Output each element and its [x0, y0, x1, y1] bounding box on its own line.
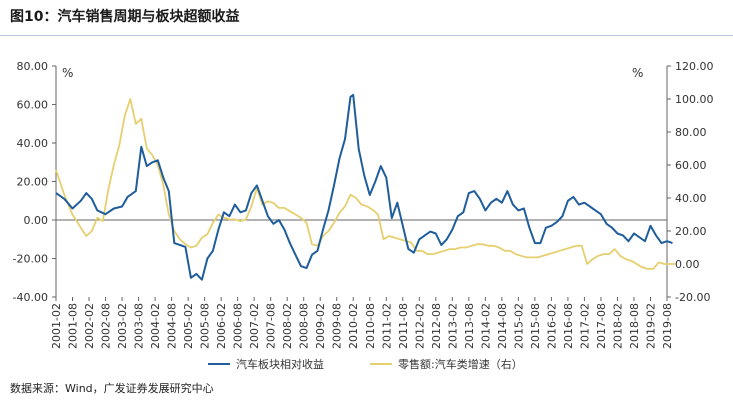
series-line-sector-relative-return — [55, 93, 673, 281]
x-tick-label: 2019-08 — [661, 303, 674, 349]
right-tick-label: 20.00 — [675, 225, 707, 238]
source-note: 数据来源：Wind，广发证券发展研究中心 — [10, 382, 214, 395]
x-tick-label: 2018-08 — [628, 303, 641, 349]
axes-layer — [55, 66, 668, 297]
left-tick-label: 0.00 — [24, 214, 49, 227]
right-tick-label: 120.00 — [675, 60, 714, 73]
x-tick-label: 2010-08 — [364, 303, 377, 349]
left-tick-label: -40.00 — [13, 291, 48, 304]
x-tick-label: 2012-08 — [430, 303, 443, 349]
x-tick-label: 2017-02 — [578, 303, 591, 349]
x-tick-label: 2013-02 — [446, 303, 459, 349]
right-tick-label: 0.00 — [675, 258, 700, 271]
x-tick-label: 2003-08 — [133, 303, 146, 349]
left-tick-label: 40.00 — [17, 137, 49, 150]
x-tick-label: 2014-02 — [479, 303, 492, 349]
x-tick-label: 2019-02 — [644, 303, 657, 349]
legend-label-right-series: 零售额:汽车类增速（右） — [398, 357, 523, 371]
x-tick-label: 2011-08 — [397, 303, 410, 349]
x-tick-label: 2014-08 — [496, 303, 509, 349]
x-tick-label: 2001-08 — [67, 303, 80, 349]
x-tick-label: 2009-08 — [331, 303, 344, 349]
left-tick-label: 60.00 — [17, 99, 49, 112]
series-line-auto-retail-growth — [55, 98, 676, 270]
x-tick-label: 2007-08 — [265, 303, 278, 349]
right-tick-label: -20.00 — [675, 291, 710, 304]
left-tick-label: 20.00 — [17, 176, 49, 189]
right-axis-ticks: 120.00 100.00 80.00 60.00 40.00 20.00 0.00 -20.… — [667, 60, 714, 304]
x-tick-label: 2011-02 — [380, 303, 393, 349]
x-tick-label: 2009-02 — [314, 303, 327, 349]
x-tick-label: 2015-02 — [512, 303, 525, 349]
x-tick-label: 2001-02 — [50, 303, 63, 349]
x-tick-label: 2005-08 — [199, 303, 212, 349]
x-tick-label: 2007-02 — [248, 303, 261, 349]
right-tick-label: 40.00 — [675, 192, 707, 205]
x-tick-label: 2013-08 — [463, 303, 476, 349]
left-axis-ticks: 80.00 60.00 40.00 20.00 0.00 -20.00 -40.00 — [13, 60, 56, 304]
x-tick-label: 2016-08 — [562, 303, 575, 349]
left-tick-label: 80.00 — [17, 60, 49, 73]
x-tick-label: 2002-02 — [83, 303, 96, 349]
legend-label-left-series: 汽车板块相对收益 — [236, 357, 324, 371]
right-tick-label: 80.00 — [675, 126, 707, 139]
x-tick-label: 2003-02 — [116, 303, 129, 349]
x-tick-label: 2010-02 — [347, 303, 360, 349]
x-axis-ticks: 2001-02 2001-08 2002-02 2002-08 2003-02 2003-… — [50, 297, 674, 349]
right-tick-label: 60.00 — [675, 159, 707, 172]
x-tick-label: 2012-02 — [413, 303, 426, 349]
right-axis-unit: % — [632, 66, 643, 80]
x-tick-label: 2006-02 — [215, 303, 228, 349]
x-tick-label: 2005-02 — [182, 303, 195, 349]
x-tick-label: 2004-08 — [166, 303, 179, 349]
x-tick-label: 2018-02 — [611, 303, 624, 349]
x-tick-label: 2016-02 — [545, 303, 558, 349]
x-tick-label: 2008-08 — [298, 303, 311, 349]
left-tick-label: -20.00 — [13, 253, 48, 266]
left-axis-unit: % — [62, 66, 73, 80]
x-tick-label: 2008-02 — [281, 303, 294, 349]
x-tick-label: 2004-02 — [149, 303, 162, 349]
right-tick-label: 100.00 — [675, 93, 714, 106]
x-tick-label: 2006-08 — [232, 303, 245, 349]
x-tick-label: 2015-08 — [529, 303, 542, 349]
series-layer — [55, 93, 676, 281]
x-tick-label: 2017-08 — [595, 303, 608, 349]
legend: 汽车板块相对收益 零售额:汽车类增速（右） — [208, 357, 523, 371]
x-tick-label: 2002-08 — [100, 303, 113, 349]
figure-title: 图10：汽车销售周期与板块超额收益 — [0, 0, 733, 36]
